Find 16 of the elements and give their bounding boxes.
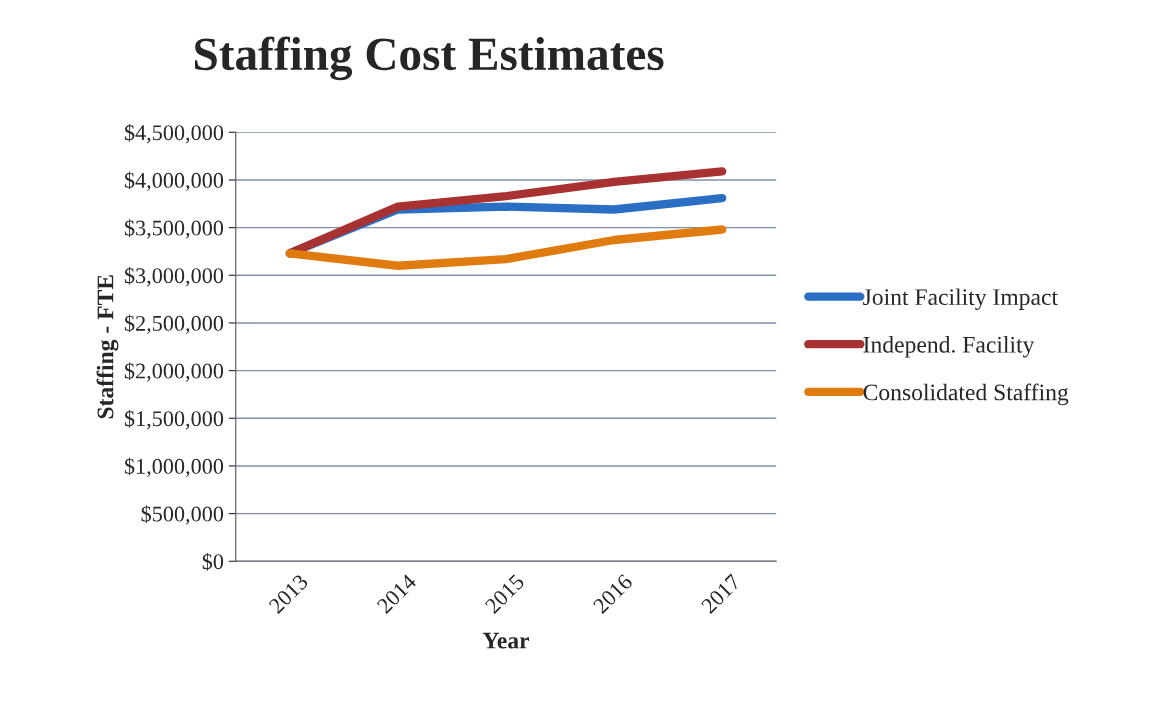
chart-title: Staffing Cost Estimates [195,36,664,81]
y-tick-label: $4,000,000 [124,171,224,192]
y-tick-label: $4,500,000 [124,123,224,144]
x-axis-title: Year [482,632,530,649]
y-tick-label: $3,000,000 [124,266,224,287]
y-axis-title: Staffing - FTE [96,275,119,419]
legend-label: Independ. Facility [863,336,1035,358]
y-tick-label: $500,000 [141,505,224,525]
y-tick-label: $0 [202,552,224,571]
y-tick-label: $1,000,000 [124,457,224,478]
y-tick-label: $1,500,000 [124,409,224,430]
legend-label: Joint Facility Impact [863,288,1058,310]
y-tick-label: $3,500,000 [124,219,224,239]
y-tick-label: $2,500,000 [124,314,224,335]
legend-label: Consolidated Staffing [863,383,1069,406]
y-tick-label: $2,000,000 [124,362,224,382]
